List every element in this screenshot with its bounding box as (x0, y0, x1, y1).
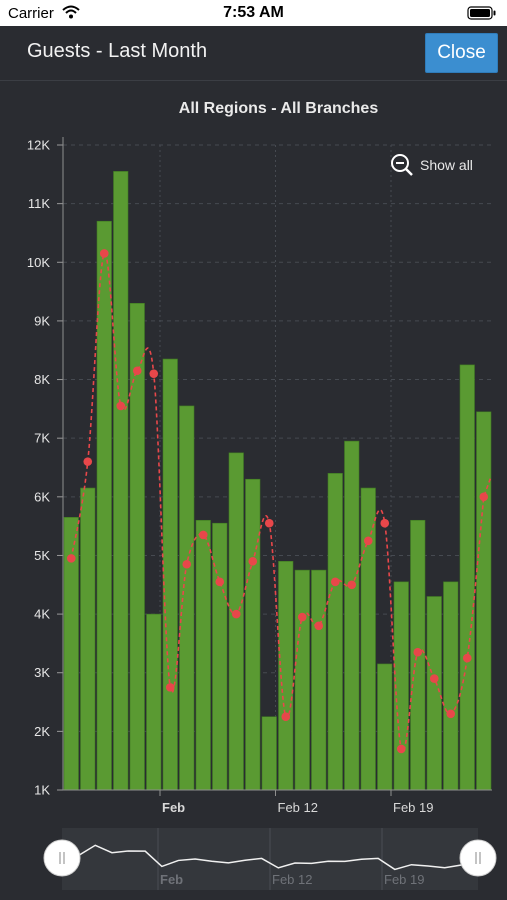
bar (113, 171, 129, 791)
bar (129, 303, 145, 791)
page-title: Guests - Last Month (27, 40, 208, 62)
bar (294, 569, 310, 791)
trend-line (70, 252, 492, 753)
y-tick-label: 5K (34, 548, 50, 563)
data-point (314, 621, 324, 631)
data-point (99, 249, 109, 258)
close-button[interactable]: Close (425, 33, 498, 73)
y-tick-label: 9K (34, 313, 50, 328)
bar (443, 581, 459, 791)
bar (195, 519, 211, 791)
data-point (165, 683, 175, 692)
y-tick-label: 8K (34, 372, 50, 387)
y-tick-label: 1K (34, 783, 50, 798)
bar (245, 478, 261, 791)
navigator-label: Feb 19 (384, 872, 424, 887)
data-point (479, 492, 489, 502)
y-tick-label: 10K (27, 255, 50, 270)
data-point (149, 369, 159, 378)
data-point (413, 647, 423, 657)
data-point (330, 577, 340, 587)
data-point (429, 674, 439, 683)
chart-title: All Regions - All Branches (178, 100, 379, 117)
data-point (116, 401, 126, 411)
bar (311, 569, 327, 791)
data-point (198, 530, 208, 540)
wifi-icon (62, 5, 80, 24)
y-tick-label: 2K (34, 724, 50, 739)
y-tick-label: 12K (27, 138, 50, 153)
data-point (132, 366, 142, 376)
header: Guests - Last Month Close (0, 26, 507, 81)
data-point (281, 712, 291, 722)
x-tick-label: Feb 19 (393, 800, 433, 815)
data-point (248, 557, 258, 566)
data-point (83, 457, 93, 466)
status-bar: Carrier 7:53 AM (0, 0, 507, 26)
battery-icon (467, 6, 497, 25)
bar (179, 405, 195, 791)
x-tick-label: Feb (162, 800, 185, 815)
data-point (446, 709, 456, 719)
bar (344, 440, 360, 791)
navigator-left-handle[interactable] (43, 839, 81, 877)
data-point (231, 609, 241, 619)
data-point (66, 554, 76, 563)
data-point (396, 744, 406, 754)
data-point (347, 580, 357, 590)
bar (146, 613, 162, 791)
data-point (264, 518, 274, 528)
y-tick-label: 11K (28, 196, 50, 211)
show-all-label: Show all (420, 157, 473, 173)
zoom-out-icon (391, 154, 413, 176)
data-point (363, 536, 373, 546)
bar (327, 473, 343, 791)
y-tick-label: 7K (34, 431, 50, 446)
data-point (182, 559, 192, 569)
navigator-right-handle[interactable] (459, 839, 497, 877)
navigator-label: Feb 12 (272, 872, 312, 887)
bar (162, 358, 178, 791)
data-point (380, 518, 390, 528)
bar (377, 663, 393, 791)
bar (96, 220, 112, 791)
clock: 7:53 AM (223, 4, 284, 21)
data-point (215, 577, 225, 587)
bar (80, 487, 96, 791)
y-tick-label: 4K (34, 607, 50, 622)
y-tick-label: 6K (34, 489, 50, 504)
navigator-series (61, 844, 479, 871)
data-point (462, 653, 472, 663)
data-point (297, 612, 307, 622)
bar (459, 364, 475, 791)
navigator-label: Feb (160, 872, 183, 887)
y-tick-label: 3K (34, 665, 50, 680)
bar (360, 487, 376, 791)
bar (476, 411, 492, 791)
bar (228, 452, 244, 791)
bar (261, 716, 277, 791)
carrier-label: Carrier (8, 5, 54, 22)
show-all-button[interactable]: Show all (390, 152, 490, 178)
x-tick-label: Feb 12 (278, 800, 318, 815)
